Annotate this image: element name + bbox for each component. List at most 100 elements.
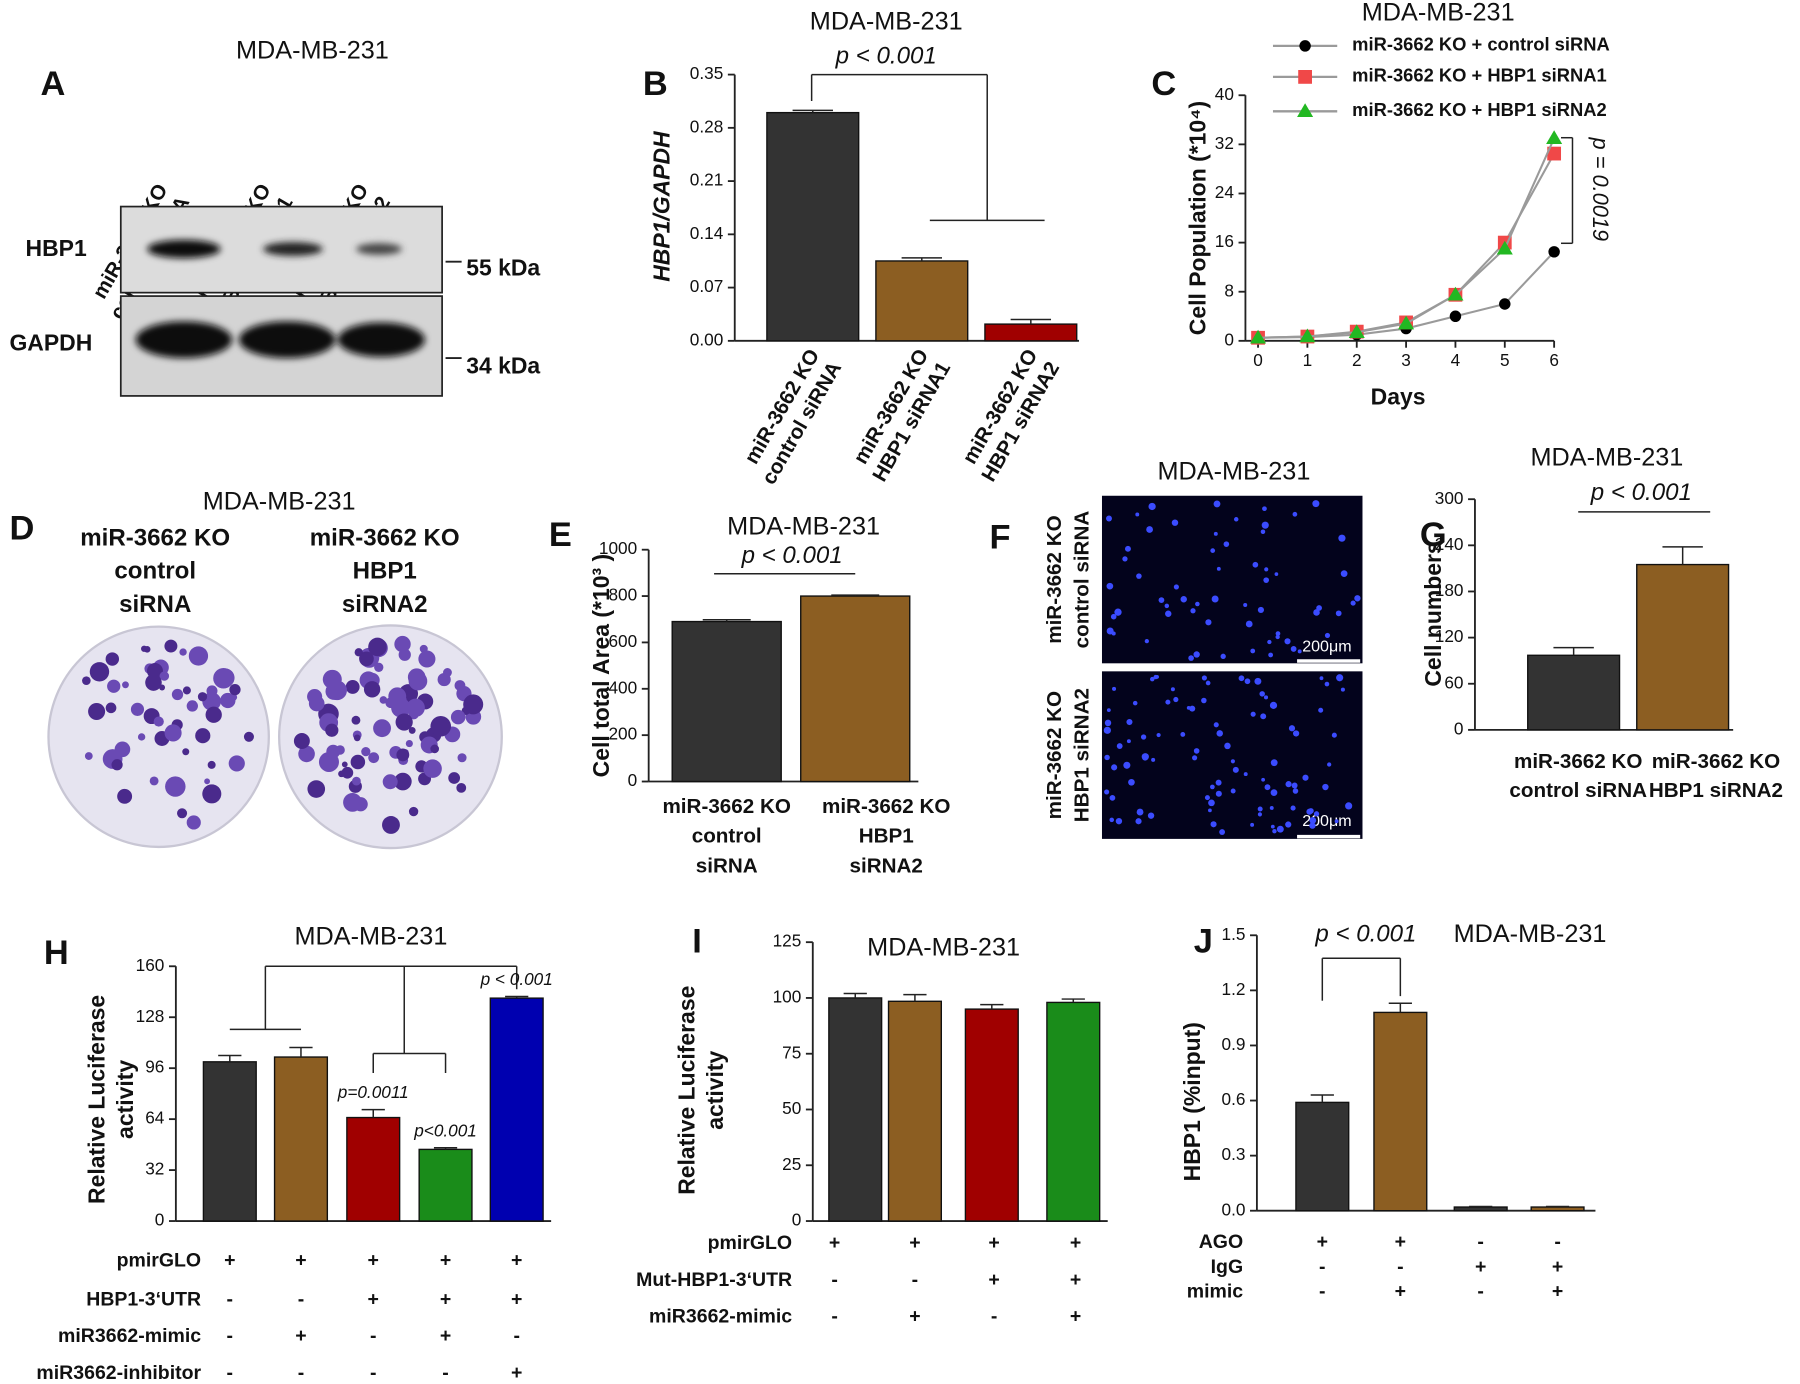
condition-mark: + (988, 1232, 999, 1254)
bar (875, 260, 969, 342)
nucleus (1211, 595, 1219, 603)
condition-mark: + (440, 1288, 451, 1310)
marker (1547, 146, 1562, 161)
y-tick-label: 16 (1215, 231, 1234, 251)
legend-label: miR-3662 KO + HBP1 siRNA1 (1352, 65, 1607, 86)
panel-label: H (44, 934, 69, 972)
colony (322, 669, 342, 689)
colony (188, 646, 209, 666)
condition-mark: - (831, 1306, 838, 1328)
y-tick-label: 24 (1215, 182, 1235, 202)
condition-mark: + (1395, 1280, 1406, 1302)
y-tick-label: 125 (773, 931, 802, 951)
y-axis-label: Relative Luciferase activity (83, 995, 138, 1204)
chart-title: MDA-MB-231 (867, 934, 1020, 962)
colony (443, 668, 452, 677)
colony (159, 671, 170, 681)
y-axis-label: HBP1 (%input) (1179, 1022, 1205, 1181)
colony (350, 754, 366, 770)
nucleus (1233, 517, 1239, 522)
y-axis-label: HBP1/GAPDH (649, 131, 675, 282)
y-tick-label: 0 (1454, 718, 1464, 738)
marker (1298, 70, 1312, 84)
blot-row-label: GAPDH (9, 329, 92, 355)
colony (177, 808, 188, 819)
colony (171, 688, 184, 701)
y-tick-label: 120 (1435, 626, 1464, 646)
text-line: miR-3662 KO (662, 795, 790, 818)
x-axis-label: Days (1371, 383, 1426, 409)
bar (800, 595, 911, 783)
nucleus (1224, 742, 1231, 750)
colony (394, 635, 411, 653)
y-tick-label: 0 (1224, 329, 1234, 349)
condition-mark: + (1070, 1269, 1081, 1291)
y-tick-label: 200 (608, 724, 637, 744)
nucleus (1254, 677, 1262, 685)
condition-mark: + (295, 1325, 306, 1347)
bar (418, 1148, 473, 1222)
marker (1398, 315, 1415, 330)
nucleus (1124, 545, 1131, 552)
nucleus (1106, 515, 1112, 522)
marker (1449, 310, 1462, 323)
condition-label: Mut-HBP1-3‘UTR (636, 1269, 792, 1291)
bands (135, 239, 425, 359)
nucleus (1340, 687, 1345, 692)
colony (205, 706, 222, 723)
colony (394, 772, 412, 791)
micrograph-label: miR-3662 KO control siRNA (1044, 511, 1095, 649)
colony (373, 719, 391, 738)
x-tick-label: miR-3662 KOHBP1 siRNA2 (956, 345, 1065, 485)
y-tick-label: 0 (155, 1210, 165, 1230)
nucleus (1312, 500, 1320, 508)
legend-label: miR-3662 KO + control siRNA (1352, 34, 1610, 55)
nucleus (1126, 739, 1131, 744)
panel-label: I (692, 922, 702, 960)
nucleus (1230, 759, 1235, 764)
marker (1250, 329, 1267, 344)
y-tick-label: 180 (1435, 580, 1464, 600)
colony (122, 681, 129, 689)
colony (341, 761, 348, 768)
y-tick-label: 0.35 (690, 63, 723, 83)
nucleus (1193, 651, 1200, 658)
nucleus (1335, 610, 1342, 617)
text-line: siRNA (119, 591, 191, 618)
nucleus (1151, 757, 1156, 762)
condition-mark: + (440, 1249, 451, 1271)
marker (1548, 246, 1560, 258)
nucleus (1297, 649, 1302, 654)
text-line: control siRNA (1071, 511, 1094, 649)
nucleus (1190, 608, 1196, 614)
nucleus (1205, 680, 1211, 686)
colony (463, 694, 484, 715)
condition-label: IgG (1211, 1256, 1244, 1278)
colony (207, 760, 216, 769)
bar (273, 1056, 329, 1222)
colony (396, 748, 410, 762)
condition-mark: + (909, 1306, 920, 1328)
chart-title: MDA-MB-231 (810, 8, 963, 36)
y-tick-label: 1.5 (1222, 924, 1246, 944)
nucleus (1350, 600, 1356, 606)
condition-label: miR3662-inhibitor (36, 1362, 201, 1384)
condition-label: HBP1-3‘UTR (86, 1288, 201, 1310)
panel-label: E (549, 516, 572, 554)
panel-label: G (1420, 516, 1447, 554)
chart-title: MDA-MB-231 (295, 922, 448, 950)
marker (1546, 130, 1563, 144)
colony (228, 755, 245, 772)
nucleus (1216, 730, 1223, 737)
nucleus (1272, 829, 1277, 834)
text-line: control siRNA (1509, 779, 1647, 802)
nucleus (1104, 719, 1112, 727)
colony (423, 759, 442, 778)
nucleus (1327, 762, 1332, 767)
colony (293, 733, 310, 750)
nucleus (1109, 795, 1116, 801)
y-tick-label: 40 (1215, 84, 1234, 104)
colony (408, 726, 416, 734)
colony (141, 645, 148, 652)
condition-mark: + (511, 1362, 522, 1384)
